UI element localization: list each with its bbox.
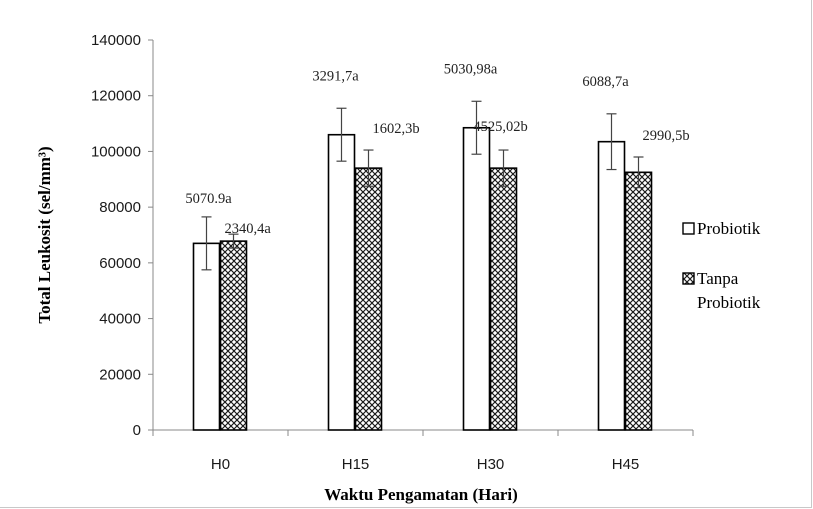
x-tick-label: H15 — [342, 456, 370, 473]
bars — [192, 100, 653, 431]
data-labels: 5070.9a 2340,4a 3291,7a 1602,3b 5030,98a 4525… — [185, 61, 689, 237]
x-axis-title: Waktu Pengamatan (Hari) — [324, 485, 518, 504]
y-tick-label: 40000 — [99, 311, 141, 328]
x-tick-label: H45 — [612, 456, 640, 473]
y-tick-label: 60000 — [99, 255, 141, 272]
data-label: 4525,02b — [473, 119, 527, 135]
bar-tanpa-probiotik-h45 — [624, 171, 653, 431]
legend: Probiotik Tanpa Probiotik — [682, 219, 761, 312]
x-tick-label: H30 — [477, 456, 505, 473]
y-axis-title: Total Leukosit (sel/mm³) — [35, 146, 54, 323]
data-label: 2340,4a — [225, 221, 272, 237]
bar-probiotik-h15 — [327, 133, 356, 431]
bar-probiotik-h0 — [192, 242, 221, 431]
y-tick-label: 80000 — [99, 199, 141, 216]
bar-tanpa-probiotik-h0 — [219, 240, 248, 431]
legend-swatch-tanpa-probiotik — [682, 272, 695, 285]
bar-tanpa-probiotik-h15 — [354, 167, 383, 431]
data-label: 5070.9a — [185, 191, 232, 207]
bar-probiotik-h45 — [597, 140, 626, 431]
y-tick-label: 0 — [133, 422, 141, 439]
bar-tanpa-probiotik-h30 — [489, 167, 518, 431]
legend-label-tanpa: Tanpa — [697, 269, 739, 288]
y-tick-label: 120000 — [91, 88, 141, 105]
data-label: 5030,98a — [444, 61, 498, 77]
legend-label-probiotik: Probiotik — [697, 219, 761, 238]
data-label: 3291,7a — [312, 68, 359, 84]
legend-swatch-probiotik — [682, 222, 695, 235]
x-tick-label: H0 — [211, 456, 230, 473]
y-tick-label: 100000 — [91, 143, 141, 160]
x-axis: H0 H15 H30 H45 — [152, 429, 694, 473]
data-label: 6088,7a — [582, 74, 629, 90]
y-tick-label: 140000 — [91, 32, 141, 49]
legend-label-probiotik-2: Probiotik — [697, 293, 761, 312]
bar-probiotik-h30 — [462, 126, 491, 431]
data-label: 1602,3b — [373, 121, 420, 137]
data-label: 2990,5b — [643, 128, 690, 144]
y-tick-label: 20000 — [99, 366, 141, 383]
y-axis: 0 20000 40000 60000 80000 100000 120000 140000 — [91, 32, 154, 439]
